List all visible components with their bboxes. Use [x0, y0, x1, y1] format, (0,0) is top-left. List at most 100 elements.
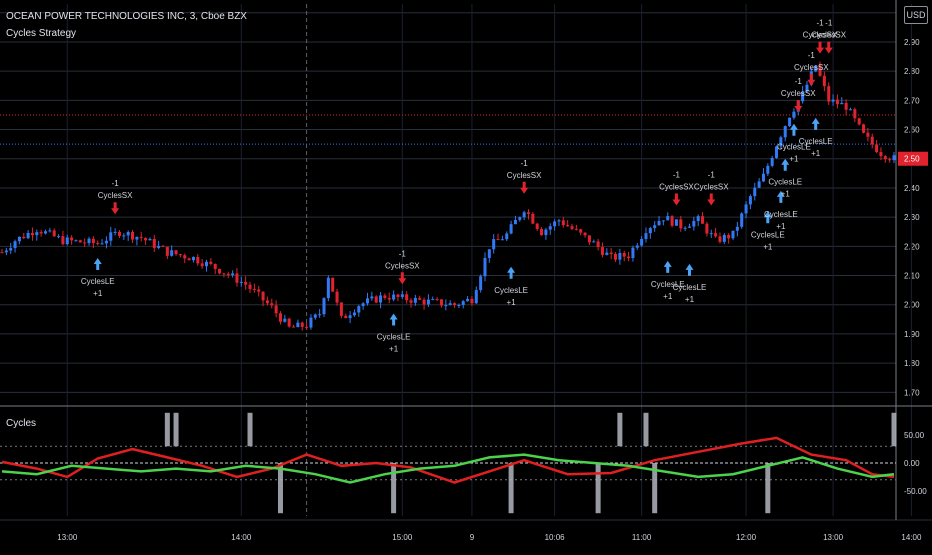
- candle-body[interactable]: [296, 322, 300, 328]
- candle-body[interactable]: [457, 304, 461, 306]
- long-entry-arrow[interactable]: [507, 266, 516, 279]
- candle-body[interactable]: [566, 225, 570, 227]
- candle-body[interactable]: [157, 245, 161, 248]
- candle-body[interactable]: [766, 165, 770, 174]
- candle-body[interactable]: [309, 317, 313, 328]
- candle-body[interactable]: [483, 257, 487, 277]
- candle-body[interactable]: [492, 239, 496, 250]
- candle-body[interactable]: [761, 173, 765, 182]
- candle-body[interactable]: [657, 220, 661, 226]
- long-entry-arrow[interactable]: [811, 117, 820, 130]
- currency-button[interactable]: USD: [904, 6, 928, 24]
- candle-body[interactable]: [135, 236, 139, 240]
- candle-body[interactable]: [339, 302, 343, 316]
- candle-body[interactable]: [326, 277, 330, 299]
- short-exit-arrow[interactable]: [520, 181, 529, 194]
- candle-body[interactable]: [879, 152, 883, 157]
- candle-body[interactable]: [409, 300, 413, 303]
- candle-body[interactable]: [431, 299, 435, 301]
- candle-body[interactable]: [413, 297, 417, 303]
- candle-body[interactable]: [644, 233, 648, 239]
- candle-body[interactable]: [313, 314, 317, 318]
- long-entry-arrow[interactable]: [685, 263, 694, 276]
- long-entry-arrow[interactable]: [663, 260, 672, 273]
- short-exit-arrow[interactable]: [707, 193, 716, 206]
- candle-body[interactable]: [753, 187, 757, 197]
- candle-body[interactable]: [26, 232, 30, 239]
- short-exit-arrow[interactable]: [794, 100, 803, 113]
- candle-body[interactable]: [213, 263, 217, 269]
- candle-body[interactable]: [827, 86, 831, 102]
- candle-body[interactable]: [418, 297, 422, 300]
- candle-body[interactable]: [670, 216, 674, 226]
- candle-body[interactable]: [709, 233, 713, 235]
- candle-body[interactable]: [683, 227, 687, 229]
- candle-body[interactable]: [696, 216, 700, 221]
- candle-body[interactable]: [544, 229, 548, 236]
- candle-body[interactable]: [805, 84, 809, 92]
- candle-body[interactable]: [470, 298, 474, 304]
- candle-body[interactable]: [248, 284, 252, 289]
- candle-body[interactable]: [844, 102, 848, 110]
- candle-body[interactable]: [870, 136, 874, 145]
- candle-body[interactable]: [426, 299, 430, 305]
- candle-body[interactable]: [570, 226, 574, 229]
- candle-body[interactable]: [422, 299, 426, 305]
- candle-body[interactable]: [370, 296, 374, 299]
- candle-body[interactable]: [618, 252, 622, 260]
- candle-body[interactable]: [191, 256, 195, 261]
- candle-body[interactable]: [661, 220, 665, 222]
- candle-body[interactable]: [30, 232, 34, 236]
- candle-body[interactable]: [701, 216, 705, 224]
- candle-body[interactable]: [383, 295, 387, 298]
- candle-body[interactable]: [231, 273, 235, 276]
- candle-body[interactable]: [4, 250, 8, 253]
- candle-body[interactable]: [174, 250, 178, 255]
- candle-body[interactable]: [305, 326, 309, 328]
- candle-body[interactable]: [679, 219, 683, 229]
- candle-body[interactable]: [461, 301, 465, 305]
- candle-body[interactable]: [70, 237, 74, 241]
- candle-body[interactable]: [740, 213, 744, 227]
- candle-body[interactable]: [735, 226, 739, 231]
- candle-body[interactable]: [757, 181, 761, 188]
- candle-body[interactable]: [292, 326, 296, 328]
- candle-body[interactable]: [352, 312, 356, 316]
- candle-body[interactable]: [43, 231, 48, 234]
- oscillator-title[interactable]: Cycles: [6, 418, 37, 429]
- candle-body[interactable]: [557, 220, 561, 222]
- candle-body[interactable]: [653, 225, 657, 229]
- short-exit-arrow[interactable]: [672, 193, 681, 206]
- long-entry-arrow[interactable]: [776, 190, 785, 203]
- candle-body[interactable]: [722, 234, 726, 242]
- candle-body[interactable]: [226, 273, 230, 276]
- candle-body[interactable]: [439, 299, 443, 306]
- short-exit-arrow[interactable]: [824, 41, 833, 54]
- candle-body[interactable]: [631, 247, 635, 258]
- candle-body[interactable]: [74, 240, 78, 242]
- candle-body[interactable]: [274, 305, 278, 314]
- candle-body[interactable]: [170, 250, 174, 256]
- candle-body[interactable]: [614, 253, 618, 260]
- candle-body[interactable]: [522, 212, 526, 218]
- candle-body[interactable]: [335, 291, 339, 303]
- candle-body[interactable]: [513, 219, 517, 225]
- candle-body[interactable]: [161, 245, 165, 247]
- candle-body[interactable]: [448, 303, 452, 306]
- candle-body[interactable]: [96, 243, 100, 245]
- candle-body[interactable]: [883, 156, 887, 160]
- candle-body[interactable]: [39, 232, 43, 234]
- candle-body[interactable]: [131, 231, 135, 240]
- candle-body[interactable]: [0, 252, 4, 254]
- candle-body[interactable]: [113, 231, 117, 233]
- candle-body[interactable]: [270, 303, 274, 306]
- candle-body[interactable]: [505, 233, 509, 240]
- short-exit-arrow[interactable]: [111, 202, 120, 215]
- candle-body[interactable]: [122, 235, 126, 237]
- candle-body[interactable]: [596, 241, 600, 248]
- candle-body[interactable]: [705, 223, 709, 234]
- candle-body[interactable]: [357, 306, 361, 313]
- candle-body[interactable]: [466, 298, 470, 302]
- candle-body[interactable]: [775, 146, 779, 158]
- candle-body[interactable]: [104, 240, 108, 244]
